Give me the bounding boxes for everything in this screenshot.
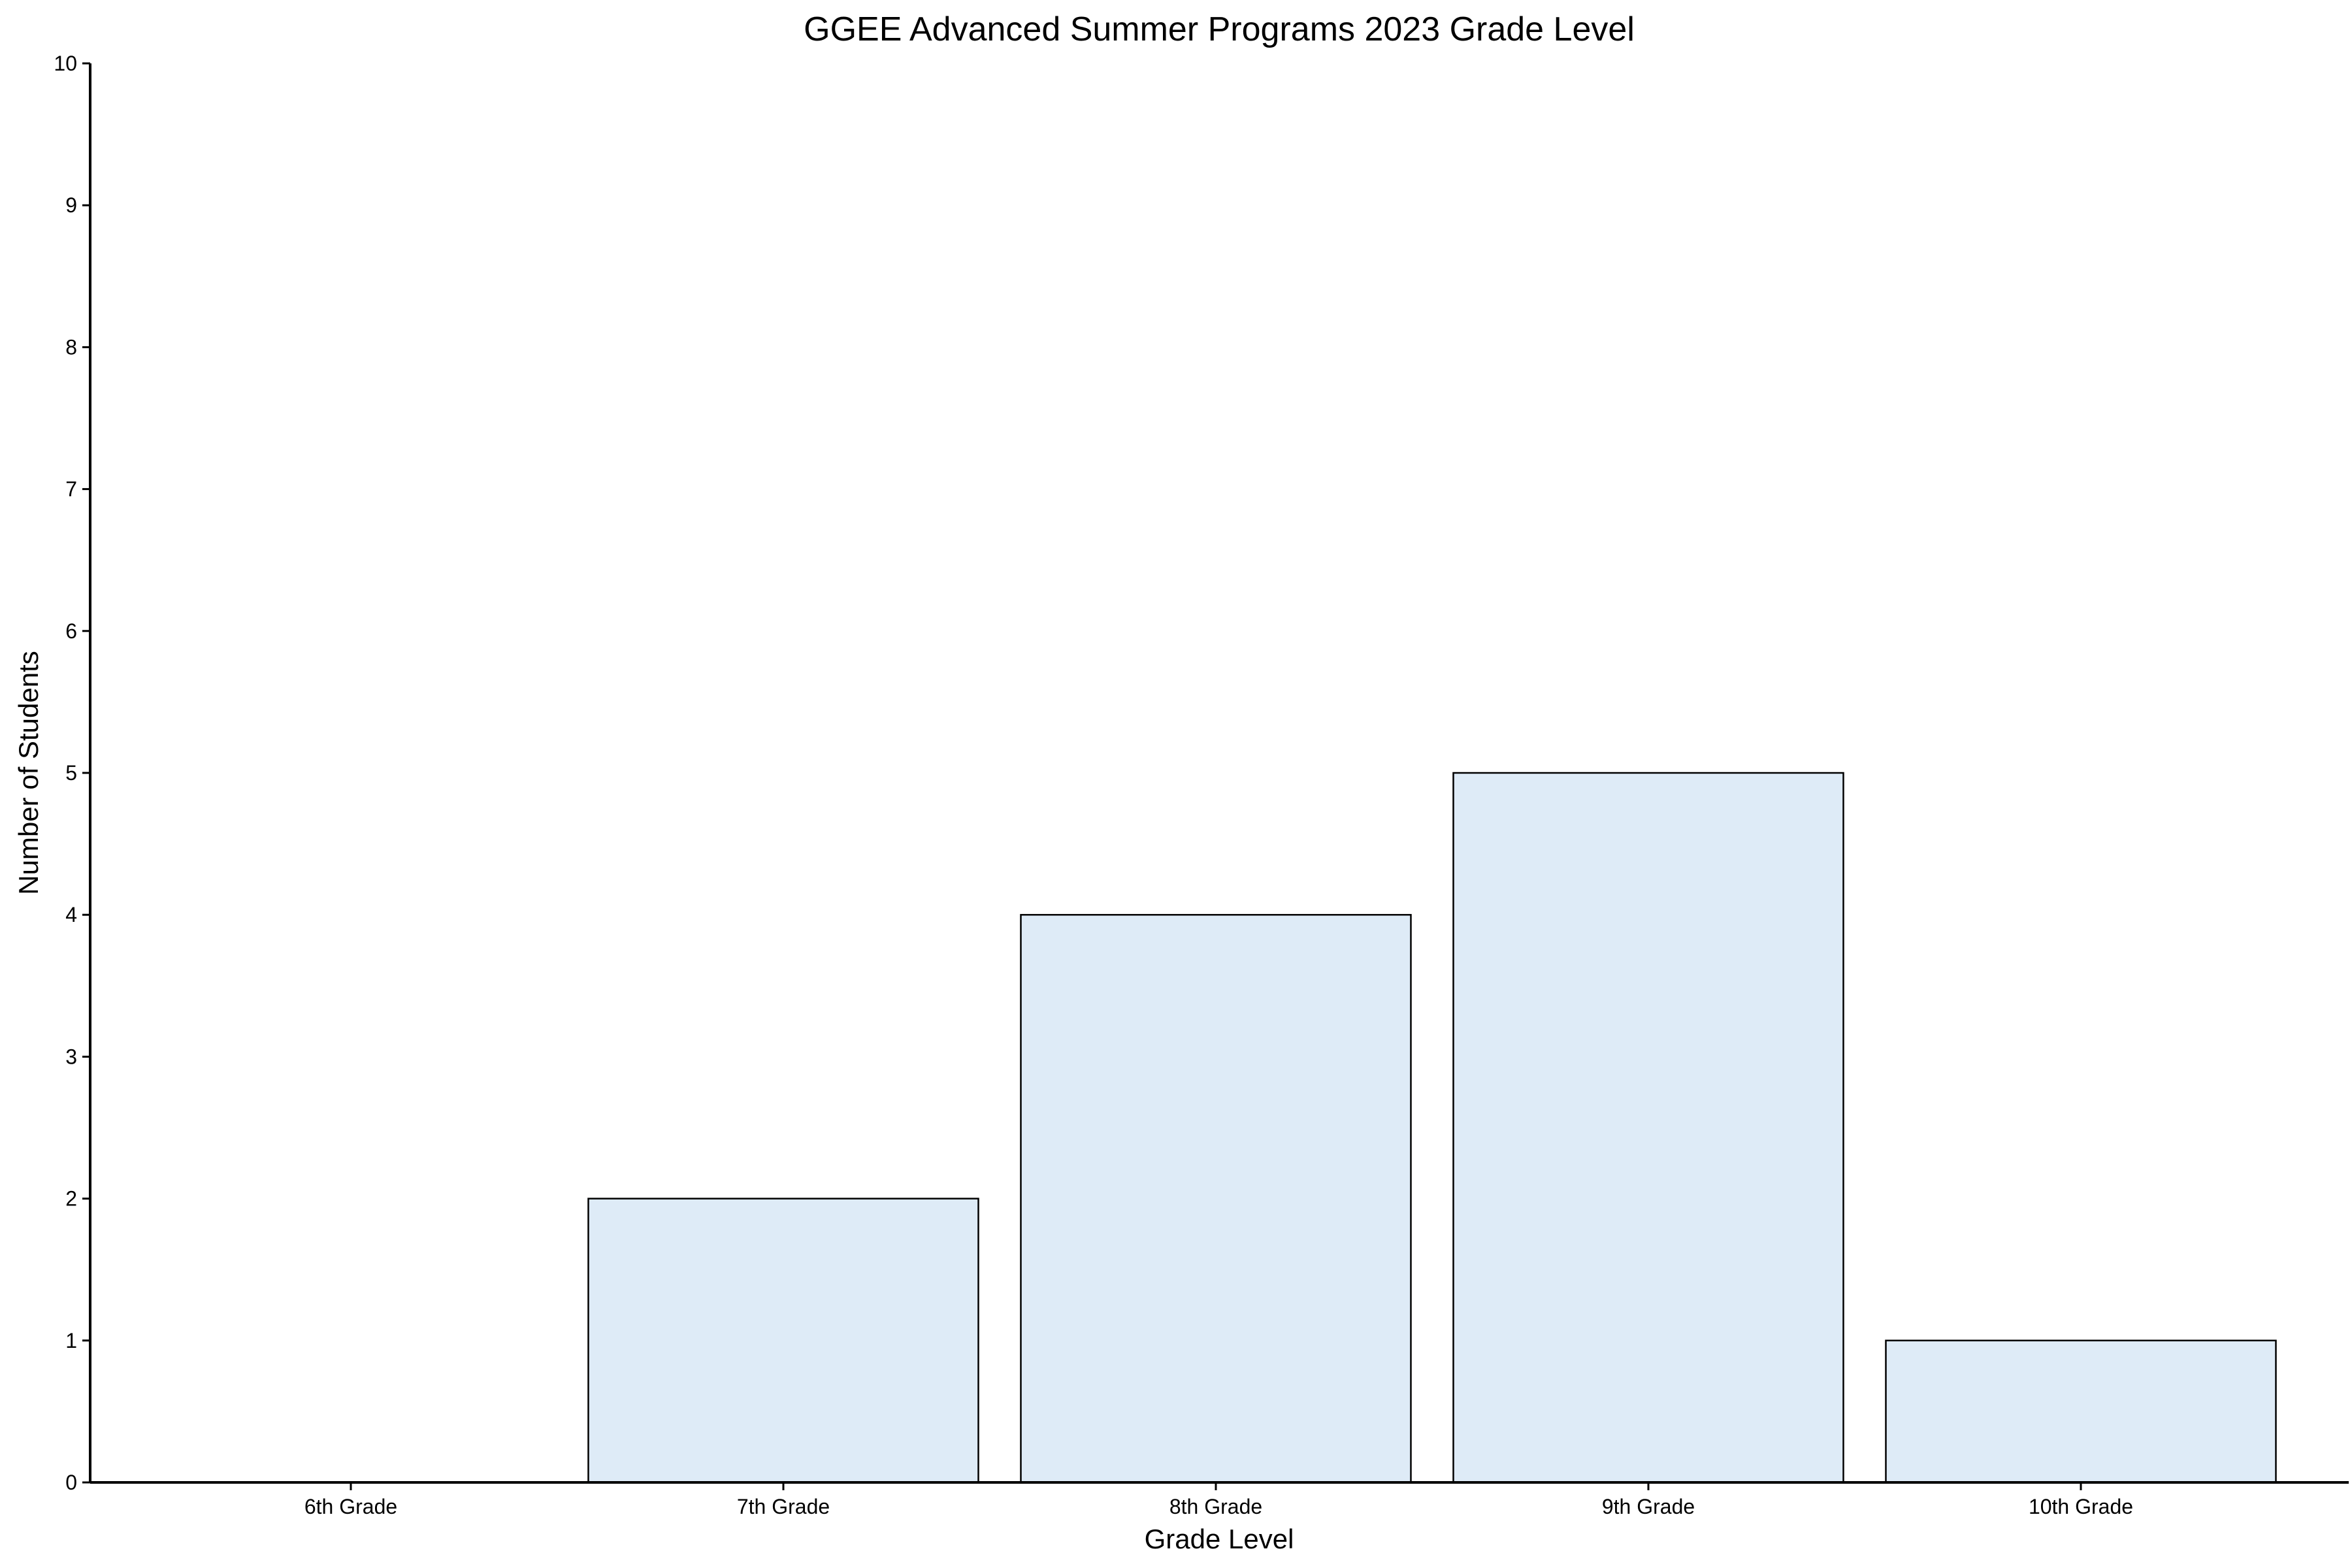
chart-title: GGEE Advanced Summer Programs 2023 Grade…: [804, 10, 1635, 48]
y-axis-ticks: 0 1 2 3 4 5 6 7 8 9 10: [54, 52, 90, 1494]
y-tick-label: 0: [65, 1471, 77, 1494]
bars-layer: [587, 772, 2277, 1484]
y-tick-label: 4: [65, 903, 77, 926]
bar-9th-grade: [1452, 772, 1844, 1484]
y-tick-label: 5: [65, 761, 77, 785]
y-tick-label: 3: [65, 1045, 77, 1068]
x-tick-label: 6th Grade: [304, 1495, 397, 1518]
x-tick-label: 10th Grade: [2029, 1495, 2133, 1518]
y-tick-label: 6: [65, 619, 77, 643]
y-tick-label: 8: [65, 335, 77, 359]
x-tick-label: 8th Grade: [1169, 1495, 1262, 1518]
bar-10th-grade: [1885, 1339, 2277, 1484]
bar-8th-grade: [1020, 913, 1412, 1484]
x-tick-label: 7th Grade: [737, 1495, 830, 1518]
y-tick-label: 7: [65, 478, 77, 501]
y-tick-label: 10: [54, 52, 77, 75]
x-axis-ticks: 6th Grade 7th Grade 8th Grade 9th Grade 10th…: [304, 1482, 2133, 1518]
bar-7th-grade: [587, 1198, 979, 1484]
y-tick-label: 1: [65, 1329, 77, 1352]
y-tick-label: 2: [65, 1187, 77, 1211]
x-tick-label: 9th Grade: [1602, 1495, 1695, 1518]
y-tick-label: 9: [65, 193, 77, 217]
y-axis-label: Number of Students: [13, 651, 44, 895]
x-axis-label: Grade Level: [1145, 1524, 1294, 1554]
